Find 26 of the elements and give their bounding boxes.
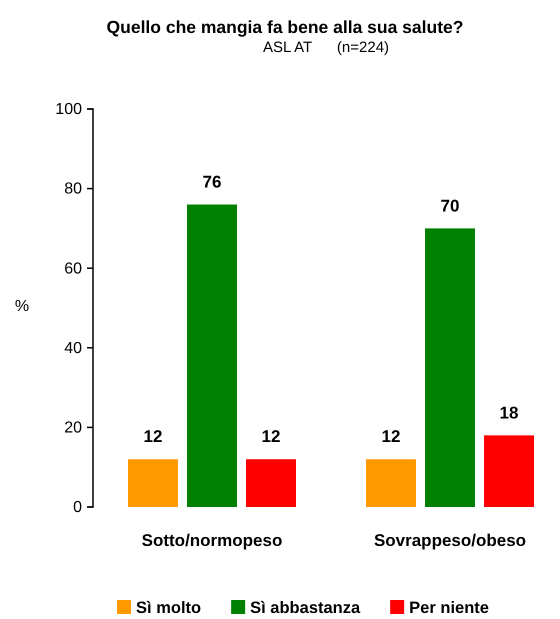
bar bbox=[246, 459, 296, 507]
data-label: 12 bbox=[144, 427, 162, 446]
bar bbox=[425, 228, 475, 507]
y-tick-label: 60 bbox=[64, 260, 82, 278]
y-axis-title: % bbox=[14, 298, 30, 315]
x-tick-label: Sotto/normopeso bbox=[142, 531, 282, 550]
data-label: 18 bbox=[500, 403, 518, 422]
data-label: 12 bbox=[262, 427, 280, 446]
bar bbox=[187, 204, 237, 507]
bar bbox=[128, 459, 178, 507]
legend-label: Sì molto bbox=[136, 599, 202, 617]
data-label: 12 bbox=[382, 427, 400, 446]
bar bbox=[484, 435, 534, 507]
bar bbox=[366, 459, 416, 507]
chart-subtitle: ASL AT (n=224) bbox=[263, 39, 390, 56]
data-label: 70 bbox=[440, 196, 460, 216]
y-tick-label: 100 bbox=[55, 101, 82, 118]
legend-label: Per niente bbox=[409, 599, 489, 617]
y-tick-label: 20 bbox=[64, 420, 82, 437]
x-tick-label: Sovrappeso/obeso bbox=[374, 531, 526, 550]
data-label: 76 bbox=[202, 172, 222, 192]
y-tick-label: 80 bbox=[64, 180, 82, 198]
chart-title: Quello che mangia fa bene alla sua salute? bbox=[106, 17, 464, 37]
y-tick-label: 0 bbox=[73, 499, 82, 516]
y-tick-label: 40 bbox=[64, 340, 82, 357]
legend-label: Sì abbastanza bbox=[250, 599, 361, 617]
